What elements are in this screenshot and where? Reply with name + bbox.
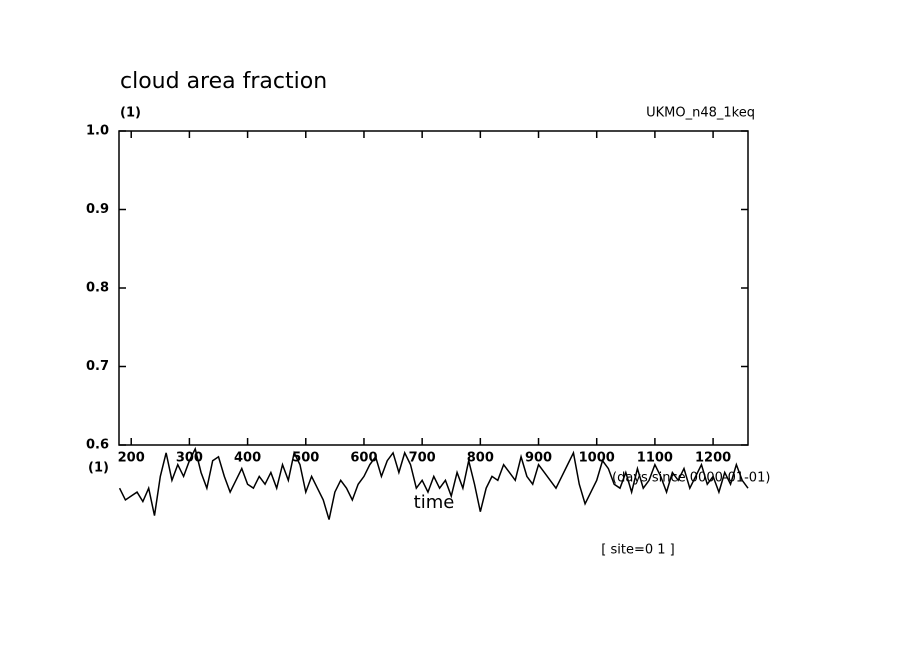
dataset-label: UKMO_n48_1keq (646, 106, 755, 121)
y-units: (1) (120, 106, 141, 121)
x-units: (1) (88, 461, 109, 476)
x-tick-label: 1100 (637, 451, 673, 466)
chart-title: cloud area fraction (120, 69, 327, 94)
x-tick-label: 600 (350, 451, 377, 466)
x-axis-label: time (414, 492, 455, 513)
x-tick-label: 200 (118, 451, 145, 466)
footer: [ site=0 1 ] (601, 543, 674, 558)
y-tick-label: 0.9 (86, 202, 109, 217)
y-tick-label: 1.0 (86, 124, 109, 139)
y-tick-label: 0.8 (86, 281, 109, 296)
x-tick-label: 1000 (579, 451, 615, 466)
x-tick-label: 800 (467, 451, 494, 466)
x-tick-label: 1200 (695, 451, 731, 466)
y-tick-label: 0.6 (86, 438, 109, 453)
x-tick-label: 900 (525, 451, 552, 466)
x-tick-label: 400 (234, 451, 261, 466)
x-tick-label: 700 (409, 451, 436, 466)
plot-frame (118, 130, 749, 446)
y-tick-label: 0.7 (86, 359, 109, 374)
data-line (118, 446, 749, 520)
